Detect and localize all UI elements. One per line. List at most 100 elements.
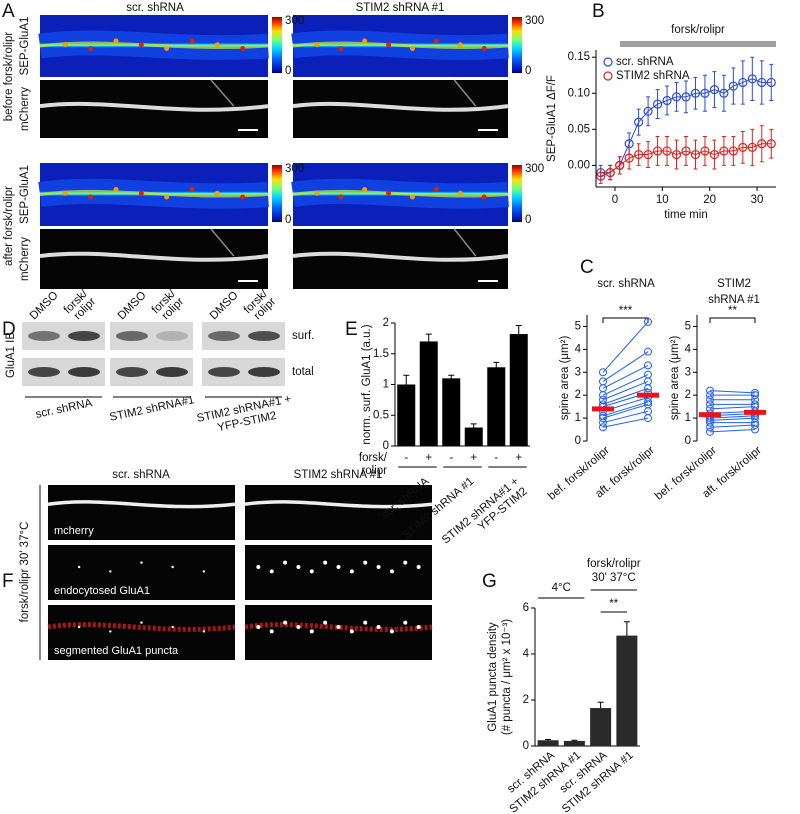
heatmap-spot — [457, 42, 463, 48]
data-point — [605, 167, 615, 178]
heatmap-spot — [88, 194, 94, 200]
pair-line — [602, 403, 649, 419]
puncta — [389, 629, 394, 634]
y-tick-label: 2 — [575, 389, 581, 401]
heatmap-spot — [189, 186, 195, 192]
y-axis-label: SEP-GluA1 ΔF/F — [546, 75, 558, 162]
puncta — [403, 620, 408, 625]
bar — [616, 635, 638, 746]
bar — [397, 384, 416, 446]
colorbar-label: 0 — [525, 214, 531, 226]
pair-line — [709, 424, 756, 428]
row-label: surf. — [292, 330, 314, 342]
puncta — [376, 565, 381, 569]
data-point — [747, 142, 757, 152]
data-point — [671, 149, 682, 160]
segment-outline — [47, 622, 236, 632]
pair-line — [709, 429, 756, 433]
data-point — [599, 368, 607, 377]
data-point — [644, 347, 652, 356]
bar — [419, 341, 438, 446]
y-tick-label: 1 — [383, 379, 389, 391]
heatmap-spot — [138, 42, 144, 48]
bar — [537, 740, 559, 746]
blot-band — [248, 367, 280, 377]
y-tick-label: 5 — [575, 320, 581, 332]
dendrite-branch — [453, 79, 477, 107]
antibody-label: GluA1 IB — [5, 332, 17, 378]
puncta — [283, 620, 288, 625]
heatmap-spot — [433, 38, 439, 44]
data-point — [643, 149, 653, 160]
blot-band — [68, 331, 100, 341]
series-line — [600, 78, 772, 174]
dendrite — [39, 101, 269, 112]
puncta — [309, 569, 314, 574]
y-axis-label: norm. surf. GluA1 (a.u.) — [361, 324, 373, 444]
y-tick-label: 2 — [383, 317, 389, 329]
data-point — [738, 77, 748, 88]
pair-line — [602, 417, 649, 428]
pair-line — [709, 415, 756, 419]
puncta — [77, 625, 81, 629]
group-label: scr. shRNA — [35, 397, 94, 421]
micrograph — [245, 545, 432, 600]
panel-label: G — [482, 571, 497, 592]
channel-label: SEP-GluA1 — [19, 17, 31, 76]
dendrite — [292, 101, 509, 112]
chart-title: shRNA #1 — [708, 294, 760, 306]
colorbar — [272, 165, 282, 222]
puncta — [376, 625, 381, 629]
channel-label: SEP-GluA1 — [19, 165, 31, 224]
data-point — [738, 142, 748, 152]
dendrite — [47, 500, 236, 509]
puncta — [403, 560, 408, 565]
x-tick-label: 10 — [656, 194, 669, 206]
puncta — [363, 620, 368, 625]
significance: *** — [619, 305, 633, 317]
heatmap-spot — [189, 38, 195, 44]
annotation: 4°C — [552, 582, 571, 594]
channel-label: mCherry — [19, 237, 31, 281]
bar — [442, 378, 461, 446]
micrograph — [245, 605, 432, 660]
treatment-bar — [620, 41, 776, 47]
colorbar-label: 300 — [525, 163, 544, 175]
legend-marker — [603, 57, 613, 67]
heatmap-spot — [338, 194, 344, 200]
puncta — [309, 629, 314, 634]
blot-band — [156, 367, 188, 377]
y-tick-label: 0.15 — [568, 51, 590, 63]
y-tick-label: 3 — [575, 366, 581, 378]
dendrite-branch — [210, 228, 235, 257]
heatmap-spot — [386, 190, 392, 196]
lane-label: DMSO — [116, 289, 149, 322]
segment-outline — [244, 622, 433, 632]
puncta — [336, 625, 341, 629]
blot-band — [116, 331, 148, 341]
colorbar — [512, 17, 522, 73]
column-title: scr. shRNA — [112, 469, 170, 481]
data-point — [766, 139, 776, 149]
dendrite-branch — [210, 79, 235, 107]
puncta — [296, 565, 301, 569]
dendrite — [292, 251, 509, 262]
pair-line — [602, 364, 649, 389]
data-point — [599, 423, 607, 432]
puncta — [140, 621, 143, 624]
pair-line — [709, 417, 756, 421]
panel-label: F — [2, 571, 14, 592]
blot-band — [68, 367, 100, 377]
heatmap-spot — [481, 45, 487, 51]
micrograph — [245, 485, 432, 540]
data-point — [757, 139, 767, 149]
heatmap-spot — [113, 186, 119, 192]
heatmap-spot — [214, 42, 220, 48]
significance: ** — [728, 305, 737, 317]
x-tick-label: + — [425, 452, 432, 464]
dendrite — [244, 500, 433, 509]
legend-marker — [603, 71, 613, 81]
heatmap-spot — [138, 190, 144, 196]
puncta — [283, 560, 288, 565]
blot-band — [156, 331, 188, 341]
